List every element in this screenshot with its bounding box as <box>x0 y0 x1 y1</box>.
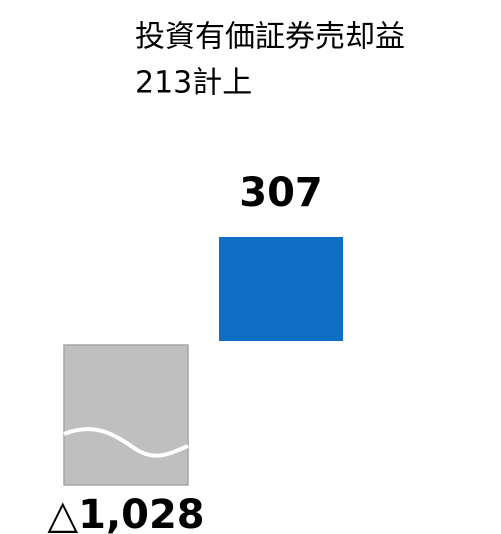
annotation-line: 投資有価証券売却益 <box>135 20 405 55</box>
annotation-line: 213計上 <box>135 66 252 101</box>
value-label: 307 <box>239 170 323 216</box>
bar <box>63 344 189 486</box>
value-label: △1,028 <box>47 492 204 534</box>
bar <box>219 237 343 341</box>
axis-break <box>63 427 189 458</box>
